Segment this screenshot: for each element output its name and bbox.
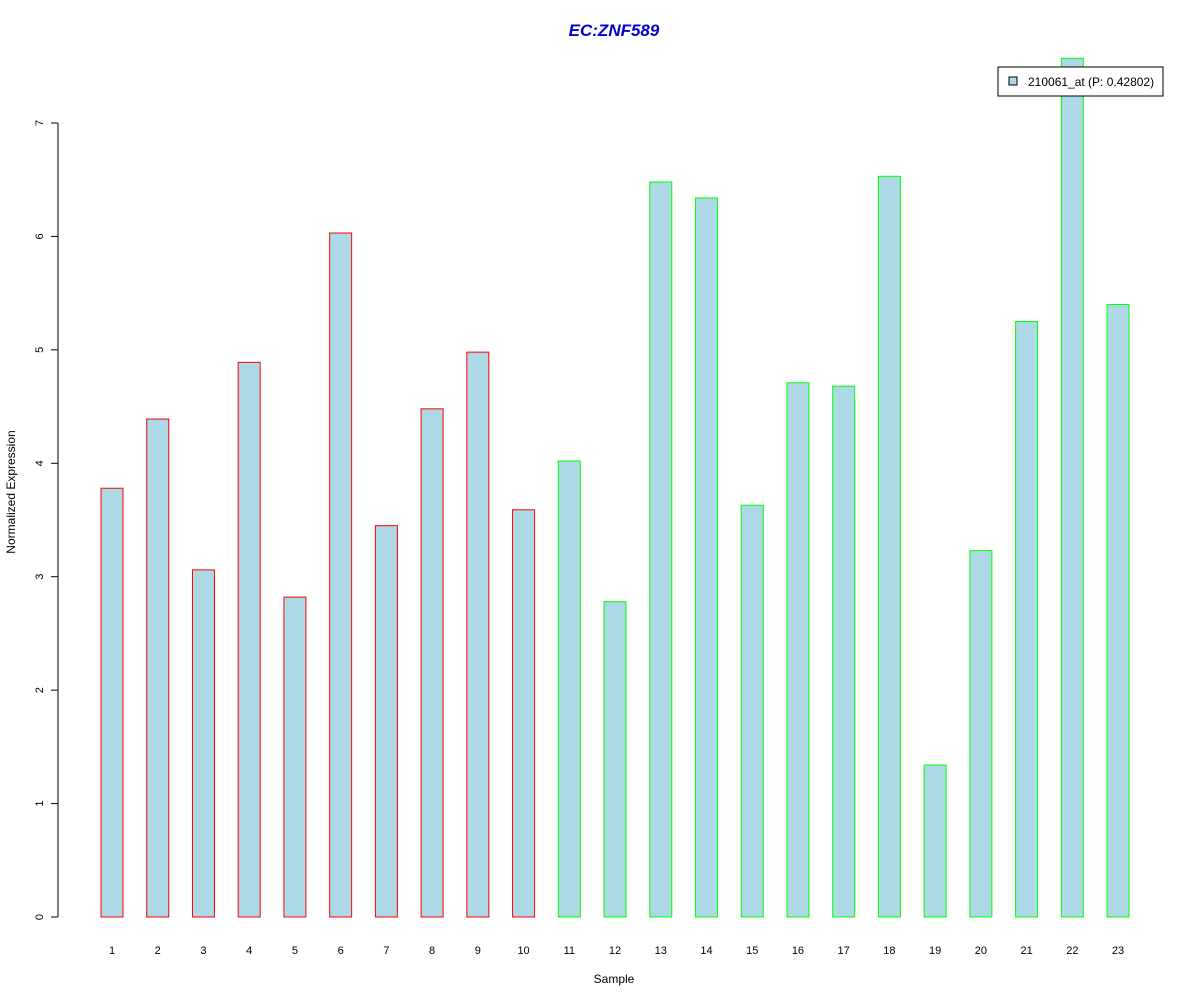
y-tick-label: 6 [34, 233, 46, 239]
bar [1106, 303, 1130, 918]
bar [694, 197, 718, 918]
x-tick-label: 18 [883, 945, 895, 957]
legend-box [997, 66, 1164, 97]
y-tick-label: 0 [34, 914, 46, 920]
bar [512, 509, 536, 918]
bar [237, 361, 261, 918]
bar [649, 181, 673, 918]
y-tick-label: 4 [34, 460, 46, 466]
y-ticks: 0 1 2 3 4 5 6 7 [34, 120, 58, 920]
bar [374, 525, 398, 918]
x-axis-label: Sample [594, 972, 635, 986]
y-axis-label: Normalized Expression [4, 430, 18, 553]
x-tick-label: 14 [700, 945, 712, 957]
bar [100, 487, 124, 918]
bar [420, 408, 444, 918]
y-tick-label: 1 [34, 801, 46, 807]
x-tick-label: 4 [246, 945, 252, 957]
bar [146, 418, 170, 918]
x-tick-label: 7 [383, 945, 389, 957]
x-tick-label: 3 [200, 945, 206, 957]
x-tick-label: 17 [838, 945, 850, 957]
x-tick-label: 21 [1020, 945, 1032, 957]
bar [969, 550, 993, 918]
bar [877, 175, 901, 918]
x-tick-label: 10 [517, 945, 529, 957]
bar [283, 596, 307, 918]
bar [557, 460, 581, 918]
bars [100, 57, 1130, 918]
y-axis: 0 1 2 3 4 5 6 7 [34, 120, 59, 920]
bar [740, 504, 764, 918]
x-tick-label: 8 [429, 945, 435, 957]
legend: 210061_at (P: 0.42802) [997, 66, 1164, 97]
x-tick-labels: 1 2 3 4 5 6 7 8 9 10 11 12 13 14 15 16 17 18 19 20 21 22 23 [109, 945, 1124, 957]
x-tick-label: 11 [564, 945, 575, 957]
x-tick-label: 2 [155, 945, 161, 957]
bar [832, 385, 856, 918]
y-tick-label: 2 [34, 687, 46, 693]
x-tick-label: 19 [929, 945, 941, 957]
y-tick-label: 7 [34, 120, 46, 126]
x-tick-label: 20 [975, 945, 987, 957]
bar [603, 601, 627, 918]
bar [191, 569, 215, 918]
x-tick-label: 13 [655, 945, 667, 957]
x-tick-label: 1 [109, 945, 115, 957]
bar [923, 764, 947, 918]
x-tick-label: 22 [1066, 945, 1078, 957]
chart-title: EC:ZNF589 [569, 21, 660, 40]
bar [466, 351, 490, 918]
bar [786, 382, 810, 918]
bar [1015, 320, 1039, 918]
bar [1060, 57, 1084, 918]
legend-swatch [1008, 76, 1018, 86]
x-tick-label: 16 [792, 945, 804, 957]
x-tick-label: 5 [292, 945, 298, 957]
x-tick-label: 6 [338, 945, 344, 957]
x-tick-label: 23 [1112, 945, 1124, 957]
x-tick-label: 12 [609, 945, 621, 957]
x-tick-label: 9 [475, 945, 481, 957]
x-tick-label: 15 [746, 945, 758, 957]
y-tick-label: 3 [34, 574, 46, 580]
legend-label: 210061_at (P: 0.42802) [1028, 75, 1154, 89]
y-tick-label: 5 [34, 347, 46, 353]
bar [329, 232, 353, 918]
